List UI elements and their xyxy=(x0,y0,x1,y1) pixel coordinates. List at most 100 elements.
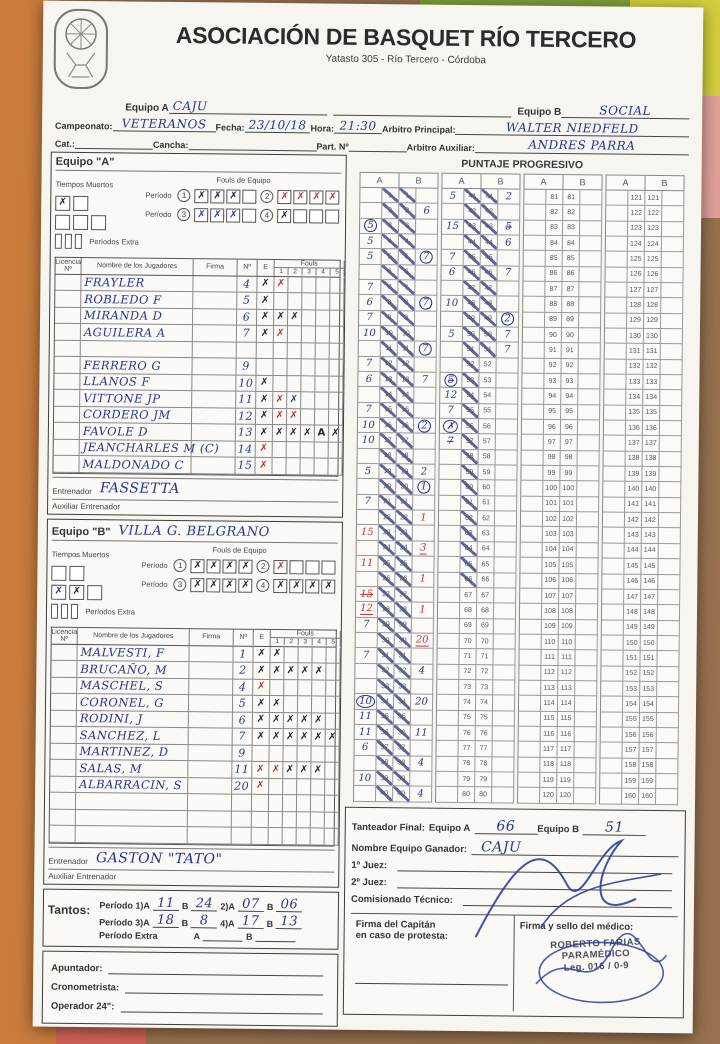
player-annotation-cell xyxy=(522,312,546,328)
score-number: 21 xyxy=(396,495,414,511)
x-mark: ✗ xyxy=(255,780,265,792)
score-number: 75 xyxy=(458,710,476,727)
score-number: 119 xyxy=(540,772,558,789)
player-annotation-cell xyxy=(521,450,544,466)
score-number: 4 xyxy=(381,234,399,250)
player-annotation-cell xyxy=(438,541,461,558)
cancha-value xyxy=(188,148,317,152)
player-annotation-cell xyxy=(415,265,438,281)
scored-player-number: 2 xyxy=(418,419,431,433)
score-number: 64 xyxy=(460,541,478,558)
player-annotation-cell xyxy=(436,741,459,757)
x-mark: ✗ xyxy=(299,764,309,776)
score-number: 138 xyxy=(642,451,660,468)
score-number: 126 xyxy=(644,267,662,284)
score-number: 100 xyxy=(560,481,578,497)
score-number: 120 xyxy=(540,788,558,804)
score-number: 140 xyxy=(642,482,660,498)
player-name: BRUCAÑO, M xyxy=(77,661,190,679)
team-foul-box: ✗ xyxy=(273,578,288,593)
player-annotation-cell xyxy=(601,635,624,651)
player-annotation-cell xyxy=(492,741,515,758)
player-annotation-cell xyxy=(496,388,519,405)
player-annotation-cell xyxy=(414,387,437,404)
x-mark: ✗ xyxy=(272,664,282,676)
player-annotation-cell xyxy=(601,666,624,682)
e-cell: ✗ xyxy=(255,441,273,459)
player-annotation-cell xyxy=(605,267,628,283)
timeout-box xyxy=(54,214,71,230)
player-annotation-cell: 10 xyxy=(354,770,377,787)
player-annotation-cell xyxy=(574,788,597,805)
player-annotation-cell: 7 xyxy=(359,310,382,327)
licencia-cell xyxy=(50,726,77,744)
score-number: 52 xyxy=(462,357,480,374)
score-number: 66 xyxy=(460,572,478,588)
score-number: 147 xyxy=(641,589,659,606)
player-name: MASCHEL, S xyxy=(77,677,190,696)
team-foul-box: ✗ xyxy=(190,558,205,573)
foul-cell: ✗ xyxy=(297,729,312,746)
score-number: 67 xyxy=(460,587,478,604)
team-fouls-label-a: Fouls de Equipo xyxy=(216,174,271,185)
score-number: 5 xyxy=(398,249,416,266)
player-annotation-cell xyxy=(354,755,377,772)
scored-player-number: 5 xyxy=(444,373,458,387)
score-number: 130 xyxy=(626,328,644,345)
arbitro-principal-value: WALTER NIEDFELD xyxy=(455,121,690,138)
score-number: 83 xyxy=(562,220,581,237)
x-mark: ✗ xyxy=(280,190,289,202)
player-annotation-cell xyxy=(522,342,545,359)
score-number: 49 xyxy=(462,311,481,328)
foul-cell: ✗ xyxy=(284,663,299,680)
player-annotation-cell xyxy=(357,479,380,495)
score-number: 77 xyxy=(458,741,476,757)
player-number: 11 xyxy=(236,391,257,409)
x-mark: ✗ xyxy=(197,208,206,220)
player-annotation-cell xyxy=(604,343,627,360)
player-annotation-cell xyxy=(602,527,625,544)
scored-player-number: 15 xyxy=(446,221,459,233)
scored-player-number: 2 xyxy=(501,312,514,326)
player-annotation-cell xyxy=(521,496,544,512)
player-annotation-cell xyxy=(411,679,434,695)
licencia-cell xyxy=(54,323,82,341)
scored-player-number: 4 xyxy=(417,757,425,769)
score-number: 74 xyxy=(475,695,494,711)
e-cell xyxy=(251,811,269,829)
fecha-label: Fecha: xyxy=(215,122,245,134)
player-annotation-cell xyxy=(494,588,517,604)
score-number: 25 xyxy=(378,556,396,572)
score-number: 144 xyxy=(624,543,642,560)
background-pink-edge xyxy=(698,96,720,218)
x-mark: ✗ xyxy=(328,191,337,203)
score-number: 86 xyxy=(545,266,563,282)
foul-cell xyxy=(296,811,311,829)
player-annotation-cell xyxy=(656,789,679,805)
score-number: 127 xyxy=(644,282,662,299)
player-annotation-cell: 12 xyxy=(355,602,379,618)
player-annotation-cell xyxy=(578,374,601,390)
score-number: 139 xyxy=(625,466,643,483)
scored-player-number: 5 xyxy=(364,219,377,233)
foul-cell xyxy=(314,458,329,476)
score-number: 134 xyxy=(643,390,661,406)
roster-row xyxy=(49,825,339,846)
score-number: 13 xyxy=(397,372,415,388)
score-number: 160 xyxy=(622,788,640,805)
player-annotation-cell xyxy=(495,465,518,481)
association-address: Yatasto 305 - Río Tercero - Córdoba xyxy=(325,53,486,67)
score-number: 152 xyxy=(640,666,658,682)
score-number: 18 xyxy=(396,449,414,465)
firma-cell xyxy=(191,424,236,442)
foul-cell: ✗ xyxy=(300,425,315,443)
score-number: 48 xyxy=(480,296,498,312)
team-foul-box: ✗ xyxy=(222,559,237,574)
player-annotation-cell xyxy=(657,605,681,621)
score-number: 63 xyxy=(460,526,478,542)
player-annotation-cell xyxy=(410,710,433,726)
licencia-cell xyxy=(54,340,81,358)
scored-player-number: 7 xyxy=(366,281,374,293)
auxiliar-label-a: Auxiliar Entrenador xyxy=(52,501,121,511)
x-mark: ✗ xyxy=(276,278,286,290)
